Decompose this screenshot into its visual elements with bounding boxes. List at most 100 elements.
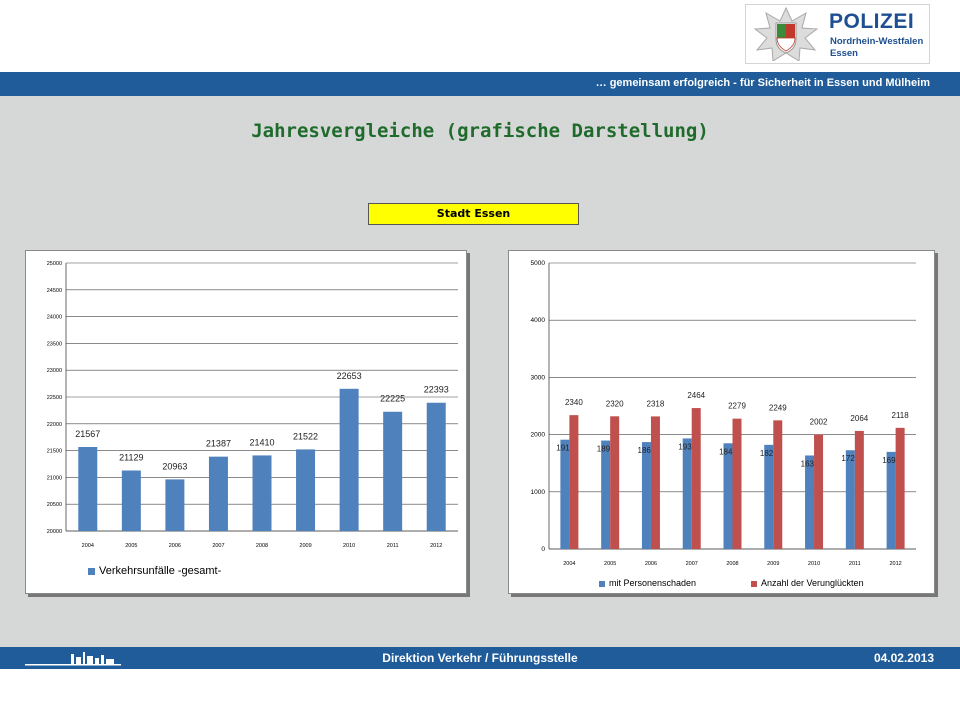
x-tick-label: 2009: [299, 543, 311, 549]
x-tick-label: 2007: [212, 543, 224, 549]
y-tick-label: 21000: [47, 475, 62, 481]
y-tick-label: 5000: [531, 260, 546, 267]
data-label: 2249: [769, 403, 787, 412]
bar: [569, 415, 579, 549]
bar: [165, 479, 185, 531]
bar: [641, 442, 651, 549]
x-tick-label: 2005: [604, 561, 616, 567]
bar: [682, 438, 692, 549]
bar: [208, 456, 228, 531]
data-label: 22393: [424, 385, 449, 395]
data-label: 21129: [119, 452, 143, 462]
data-label: 2340: [565, 398, 583, 407]
data-label: 2318: [647, 399, 665, 408]
bar: [383, 411, 403, 531]
y-tick-label: 2000: [531, 432, 546, 439]
bar: [854, 430, 864, 549]
bar: [601, 440, 611, 549]
x-tick-label: 2011: [387, 543, 399, 549]
bar: [723, 443, 733, 549]
data-label: 1896: [597, 445, 615, 454]
bar: [691, 408, 701, 549]
y-tick-label: 3000: [531, 374, 546, 381]
y-tick-label: 23500: [47, 341, 62, 347]
data-label: 2064: [850, 414, 868, 423]
x-tick-label: 2012: [430, 543, 442, 549]
data-label: 1698: [882, 456, 900, 465]
bar: [650, 416, 660, 549]
legend-swatch: [599, 581, 605, 587]
footer-bar: Direktion Verkehr / Führungsstelle 04.02…: [0, 647, 960, 669]
bar: [296, 449, 316, 531]
header-bar: … gemeinsam erfolgreich - für Sicherheit…: [0, 72, 960, 96]
x-tick-label: 2005: [125, 543, 137, 549]
data-label: 1727: [841, 454, 859, 463]
y-tick-label: 22500: [47, 395, 62, 401]
footer-date: 04.02.2013: [873, 651, 934, 665]
bar: [732, 418, 742, 549]
data-label: 1911: [556, 444, 574, 453]
bar: [339, 388, 359, 531]
x-tick-label: 2008: [256, 543, 268, 549]
y-tick-label: 24000: [47, 315, 62, 321]
legend-swatch: [88, 568, 95, 575]
legend-label: mit Personenschaden: [609, 578, 696, 588]
data-label: 22653: [337, 371, 362, 381]
data-label: 2279: [728, 402, 746, 411]
logo-city: Essen: [830, 48, 858, 59]
logo-subtitle: Nordrhein-Westfalen: [830, 36, 924, 47]
y-tick-label: 24500: [47, 288, 62, 294]
bar: [426, 402, 446, 531]
bar: [886, 451, 896, 549]
x-tick-label: 2012: [889, 561, 901, 567]
bar: [814, 434, 824, 549]
logo-title: POLIZEI: [829, 10, 915, 33]
y-tick-label: 1000: [531, 489, 546, 496]
y-tick-label: 22000: [47, 422, 62, 428]
data-label: 2002: [810, 417, 828, 426]
header-area: POLIZEI Nordrhein-Westfalen Essen: [0, 0, 960, 72]
data-label: 21567: [75, 429, 100, 439]
legend-swatch: [751, 581, 757, 587]
bar: [252, 455, 272, 531]
x-tick-label: 2004: [82, 543, 94, 549]
chart-total-accidents: 20000 20500 21000 21500 22000 22500 23000 23500…: [47, 261, 458, 577]
city-skyline-icon: [25, 652, 121, 666]
data-label: 20963: [162, 461, 187, 471]
legend-label: Verkehrsunfälle -gesamt-: [99, 565, 222, 577]
bar: [78, 447, 98, 531]
police-logo: POLIZEI Nordrhein-Westfalen Essen: [745, 4, 930, 64]
y-tick-label: 20000: [47, 529, 62, 535]
data-label: 1635: [801, 459, 819, 468]
bar: [845, 450, 855, 549]
region-label: Stadt Essen: [368, 203, 579, 225]
bar: [764, 444, 774, 549]
x-tick-label: 2011: [849, 561, 861, 567]
y-tick-label: 4000: [531, 317, 546, 324]
bar: [895, 427, 905, 549]
data-label: 1869: [638, 446, 656, 455]
data-label: 21522: [293, 431, 318, 441]
chart-injuries: 0 1000 2000 3000 4000 5000 2004 2005 2006 2007 200…: [531, 260, 916, 588]
x-tick-label: 2004: [563, 561, 575, 567]
data-label: 2464: [687, 391, 705, 400]
y-tick-label: 23000: [47, 368, 62, 374]
bar: [773, 420, 783, 549]
x-tick-label: 2008: [726, 561, 738, 567]
x-tick-label: 2010: [808, 561, 820, 567]
data-label: 2320: [606, 399, 624, 408]
x-tick-label: 2010: [343, 543, 355, 549]
chart-panel-total-accidents: 20000 20500 21000 21500 22000 22500 23000 23500…: [25, 250, 467, 594]
y-tick-label: 20500: [47, 502, 62, 508]
y-tick-label: 21500: [47, 449, 62, 455]
x-tick-label: 2006: [169, 543, 181, 549]
x-tick-label: 2009: [767, 561, 779, 567]
data-label: 1933: [678, 442, 696, 451]
bar: [121, 470, 141, 531]
legend-label: Anzahl der Verunglückten: [761, 578, 864, 588]
page-title: Jahresvergleiche (grafische Darstellung): [251, 120, 709, 142]
slogan: … gemeinsam erfolgreich - für Sicherheit…: [595, 77, 930, 89]
y-tick-label: 0: [541, 546, 545, 553]
bar: [610, 416, 620, 549]
x-tick-label: 2006: [645, 561, 657, 567]
